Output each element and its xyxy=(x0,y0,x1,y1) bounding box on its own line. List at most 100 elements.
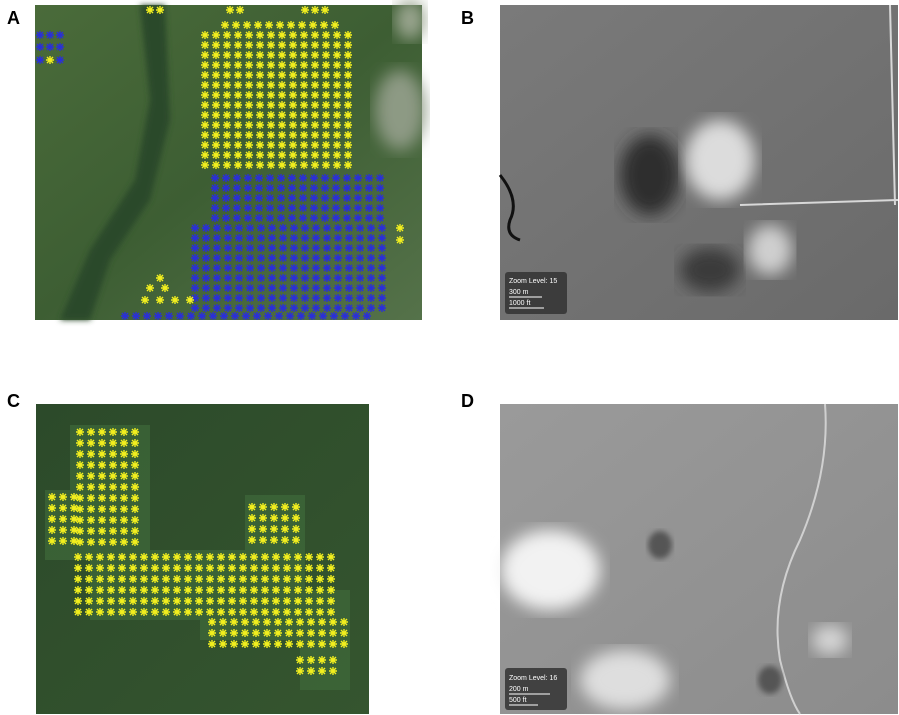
marker xyxy=(117,607,127,617)
marker xyxy=(75,537,85,547)
marker xyxy=(317,655,327,665)
marker xyxy=(287,203,297,213)
marker xyxy=(321,80,331,90)
marker xyxy=(249,552,259,562)
marker xyxy=(304,585,314,595)
marker xyxy=(210,183,220,193)
marker xyxy=(227,574,237,584)
marker xyxy=(128,607,138,617)
marker xyxy=(247,535,257,545)
marker xyxy=(289,283,299,293)
marker xyxy=(108,482,118,492)
marker xyxy=(306,617,316,627)
marker xyxy=(311,283,321,293)
marker xyxy=(328,628,338,638)
marker xyxy=(266,150,276,160)
marker xyxy=(322,303,332,313)
marker xyxy=(142,311,152,321)
marker xyxy=(326,574,336,584)
marker xyxy=(139,607,149,617)
marker xyxy=(289,273,299,283)
marker xyxy=(232,183,242,193)
marker xyxy=(310,140,320,150)
marker xyxy=(128,585,138,595)
marker xyxy=(342,203,352,213)
marker xyxy=(201,223,211,233)
marker xyxy=(75,482,85,492)
marker xyxy=(108,504,118,514)
marker xyxy=(216,607,226,617)
marker xyxy=(300,243,310,253)
marker xyxy=(47,492,57,502)
marker xyxy=(244,30,254,40)
marker xyxy=(130,482,140,492)
marker xyxy=(395,235,405,245)
marker xyxy=(119,504,129,514)
marker xyxy=(278,223,288,233)
marker xyxy=(295,666,305,676)
marker xyxy=(295,655,305,665)
marker xyxy=(255,50,265,60)
marker xyxy=(233,110,243,120)
marker xyxy=(233,60,243,70)
marker xyxy=(331,213,341,223)
marker xyxy=(245,263,255,273)
marker xyxy=(84,596,94,606)
marker xyxy=(200,90,210,100)
marker xyxy=(377,263,387,273)
marker xyxy=(344,243,354,253)
zoom-level: Zoom Level: 15 xyxy=(509,278,557,285)
marker xyxy=(320,203,330,213)
marker xyxy=(288,110,298,120)
marker xyxy=(332,40,342,50)
marker xyxy=(69,503,79,513)
marker xyxy=(299,70,309,80)
marker xyxy=(260,607,270,617)
marker xyxy=(211,50,221,60)
marker xyxy=(161,563,171,573)
marker xyxy=(210,213,220,223)
marker xyxy=(194,552,204,562)
marker xyxy=(233,40,243,50)
marker xyxy=(317,617,327,627)
marker xyxy=(223,273,233,283)
marker xyxy=(326,552,336,562)
marker xyxy=(251,639,261,649)
marker xyxy=(310,100,320,110)
marker xyxy=(75,493,85,503)
marker xyxy=(311,233,321,243)
marker xyxy=(205,563,215,573)
marker xyxy=(222,30,232,40)
marker xyxy=(243,203,253,213)
marker xyxy=(299,130,309,140)
marker xyxy=(58,514,68,524)
marker xyxy=(322,253,332,263)
marker xyxy=(216,585,226,595)
marker xyxy=(377,303,387,313)
marker xyxy=(333,263,343,273)
marker xyxy=(262,639,272,649)
marker xyxy=(201,283,211,293)
marker xyxy=(75,460,85,470)
marker xyxy=(234,283,244,293)
marker xyxy=(227,596,237,606)
marker xyxy=(366,233,376,243)
marker xyxy=(75,471,85,481)
marker xyxy=(97,493,107,503)
marker xyxy=(145,283,155,293)
marker xyxy=(265,213,275,223)
marker xyxy=(321,160,331,170)
marker xyxy=(310,50,320,60)
marker xyxy=(277,150,287,160)
marker xyxy=(309,183,319,193)
marker xyxy=(240,639,250,649)
marker xyxy=(161,574,171,584)
marker xyxy=(247,513,257,523)
marker xyxy=(86,515,96,525)
marker xyxy=(225,5,235,15)
marker xyxy=(321,60,331,70)
marker xyxy=(355,263,365,273)
marker xyxy=(244,50,254,60)
cloud xyxy=(500,530,600,610)
marker xyxy=(139,563,149,573)
